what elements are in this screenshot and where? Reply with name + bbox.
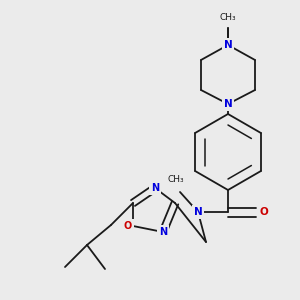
Text: CH₃: CH₃ (220, 13, 236, 22)
Text: CH₃: CH₃ (168, 175, 184, 184)
Text: N: N (159, 227, 167, 237)
Text: O: O (260, 207, 268, 217)
Text: N: N (194, 207, 202, 217)
Text: N: N (224, 40, 232, 50)
Text: N: N (224, 99, 232, 109)
Text: N: N (151, 183, 159, 193)
Text: O: O (124, 221, 132, 231)
